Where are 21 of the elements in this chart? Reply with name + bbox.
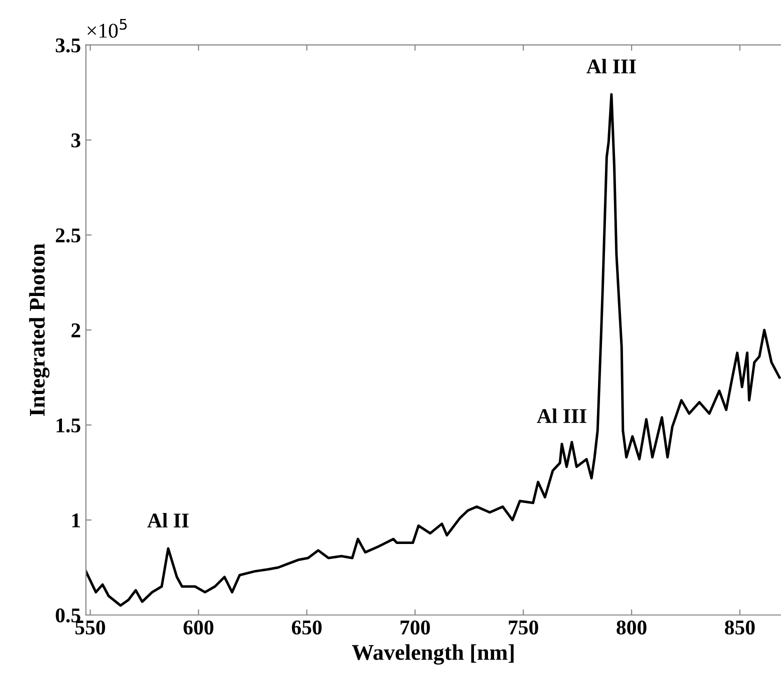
y-tick-label: 1.5 xyxy=(56,418,80,433)
x-tick-label: 800 xyxy=(616,620,646,635)
x-tick-label: 750 xyxy=(508,620,538,635)
x-tick-label: 850 xyxy=(724,620,755,635)
y-tick-label: 1 xyxy=(72,513,80,528)
x-axis-title: Wavelength [nm] xyxy=(352,644,514,665)
y-tick-label: 3.5 xyxy=(56,38,80,53)
annotation: Al III xyxy=(536,408,586,423)
y-tick-label: 2 xyxy=(72,323,80,338)
x-tick-label: 700 xyxy=(400,620,430,635)
line-series xyxy=(86,93,781,607)
annotation: Al II xyxy=(147,512,189,528)
x-tick-label: 550 xyxy=(75,620,106,635)
x-tick-label: 600 xyxy=(184,620,214,635)
y-tick-label: 3 xyxy=(71,133,80,148)
y-tick-label: 0.5 xyxy=(56,608,80,623)
annotation: Al III xyxy=(586,58,636,74)
y-axis-title: Integrated Photon xyxy=(29,244,50,416)
y-tick-label: 2.5 xyxy=(56,228,80,243)
x-tick-label: 650 xyxy=(292,620,322,635)
text: ×10$^{5}$ xyxy=(88,18,127,38)
